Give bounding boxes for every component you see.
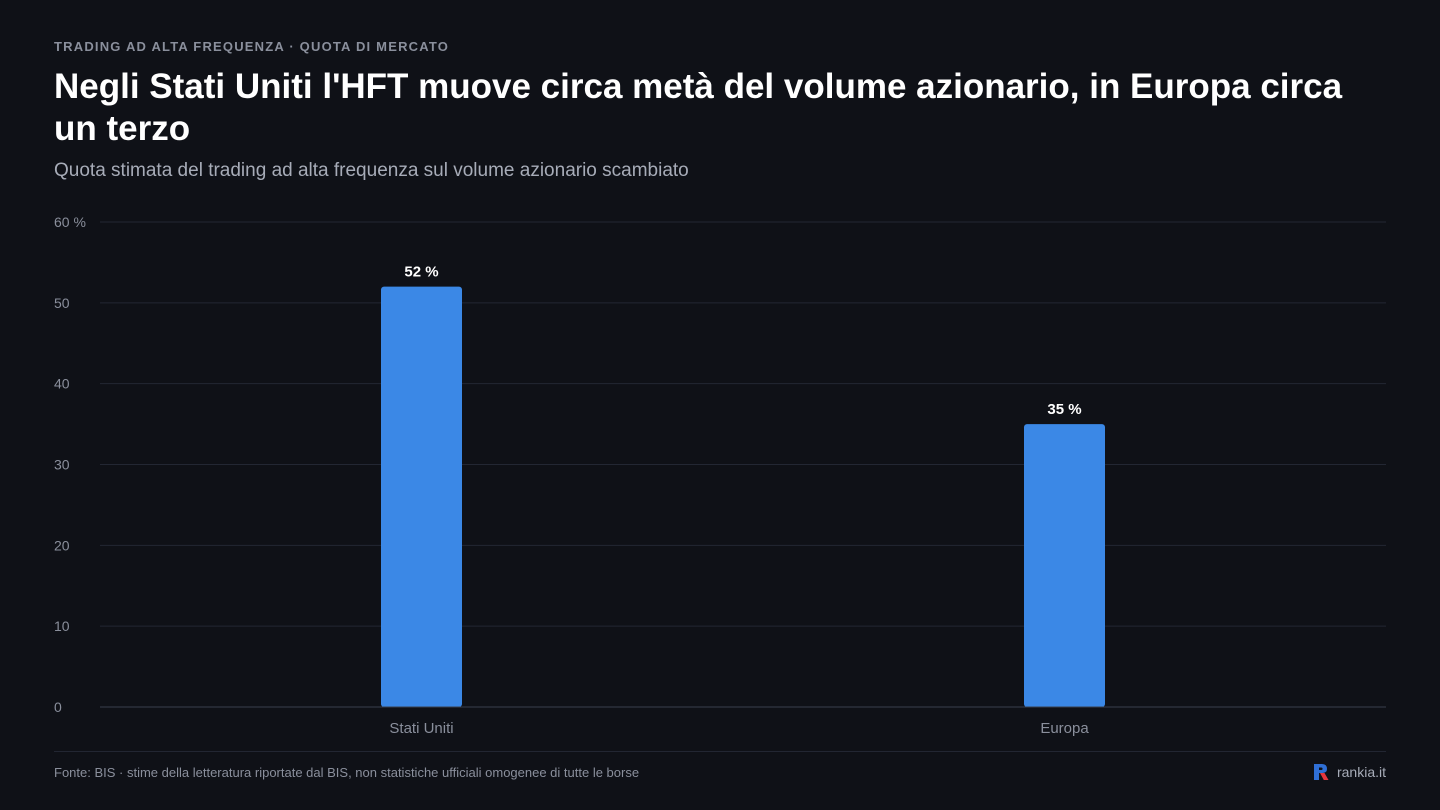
bars (381, 286, 1105, 707)
x-tick-label: Europa (1040, 720, 1089, 737)
bar (381, 286, 462, 707)
brand[interactable]: rankia.it (1313, 763, 1386, 781)
y-tick-label: 0 (54, 699, 62, 715)
bar-value-label: 52 % (404, 264, 438, 281)
chart-eyebrow: TRADING AD ALTA FREQUENZA · QUOTA DI MER… (54, 39, 450, 54)
y-tick-label: 40 (54, 376, 70, 392)
grid-lines (100, 221, 1386, 627)
brand-name: rankia.it (1336, 764, 1386, 780)
bar-value-label: 35 % (1047, 401, 1081, 418)
bar (1024, 424, 1105, 707)
y-axis-ticks: 0 10 20 30 40 50 60 % (54, 214, 86, 715)
chart-title: Negli Stati Uniti l'HFT muove circa metà… (54, 67, 1343, 148)
chart-subtitle: Quota stimata del trading ad alta freque… (54, 160, 689, 181)
y-tick-label: 60 % (54, 214, 86, 230)
source-note: Fonte: BIS · stime della letteratura rip… (54, 765, 640, 780)
value-labels: 52 % 35 % (404, 264, 1081, 418)
y-tick-label: 50 (54, 295, 70, 311)
rankia-logo-icon (1313, 764, 1329, 780)
y-tick-label: 20 (54, 537, 70, 553)
x-tick-label: Stati Uniti (389, 720, 453, 737)
x-axis-ticks: Stati Uniti Europa (389, 720, 1089, 737)
footer-divider (54, 751, 1386, 752)
y-tick-label: 10 (54, 618, 70, 634)
y-tick-label: 30 (54, 457, 70, 473)
